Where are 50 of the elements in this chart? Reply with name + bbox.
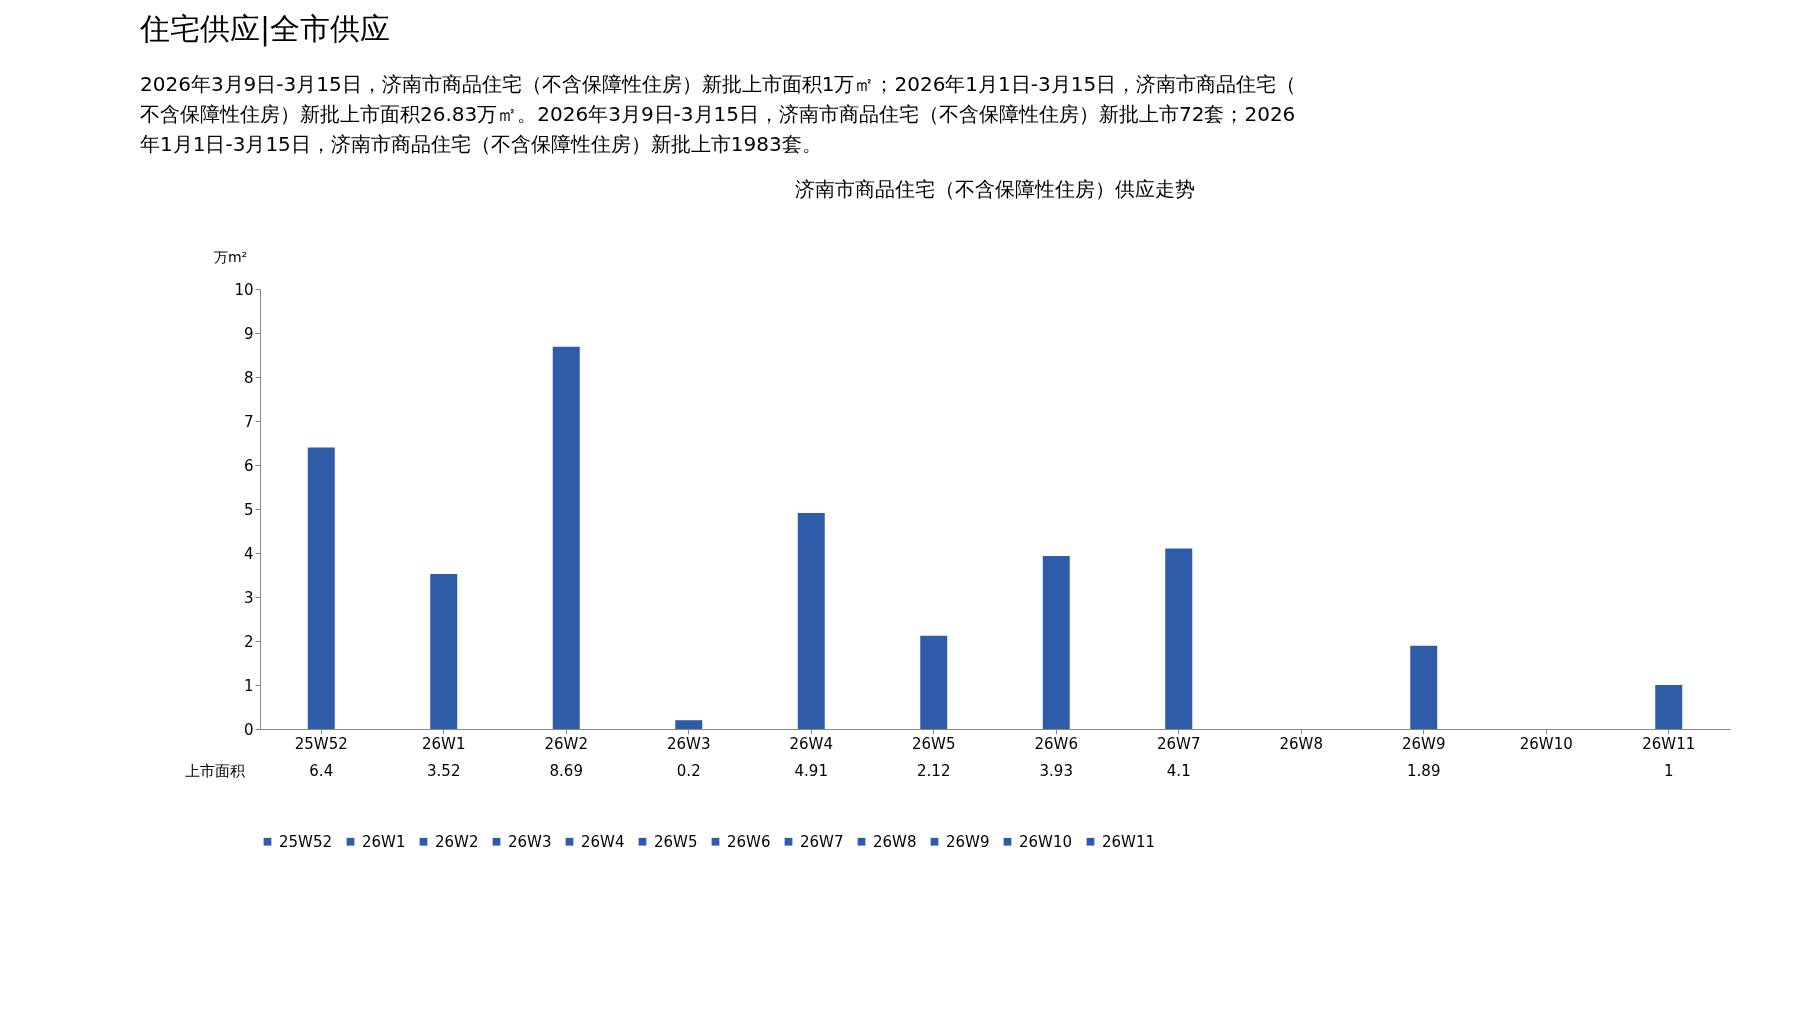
data-label: 1.89 (1407, 762, 1441, 780)
data-label: 0.2 (676, 762, 701, 780)
data-label: 4.91 (794, 762, 828, 780)
y-tick-label: 4 (243, 544, 254, 563)
data-label: 2.12 (917, 762, 951, 780)
x-tick-label: 26W1 (422, 734, 466, 753)
x-tick-label: 26W10 (1519, 734, 1573, 753)
y-tick-label: 3 (243, 588, 254, 607)
legend-label: 26W3 (508, 832, 552, 851)
x-tick-label: 26W7 (1157, 734, 1201, 753)
y-tick-label: 0 (243, 720, 254, 739)
text: 上市面积 (185, 762, 245, 780)
x-tick-label: 26W9 (1402, 734, 1446, 753)
legend-label: 26W4 (581, 832, 625, 851)
x-tick-label: 26W5 (912, 734, 956, 753)
legend-label: 26W9 (946, 832, 990, 851)
legend-label: 26W8 (873, 832, 917, 851)
data-label: 1 (1663, 762, 1674, 780)
data-label: 3.52 (427, 762, 461, 780)
y-axis-title: 万m² (213, 248, 248, 265)
y-tick-label: 10 (234, 280, 254, 299)
x-tick-label: 25W52 (294, 734, 348, 753)
y-tick-label: 6 (243, 456, 254, 475)
x-tick-label: 26W11 (1642, 734, 1696, 753)
data-label: 8.69 (549, 762, 583, 780)
data-label: 4.1 (1166, 762, 1191, 780)
y-tick-label: 7 (243, 412, 254, 431)
legend-label: 26W5 (654, 832, 698, 851)
legend-label: 26W11 (1102, 832, 1156, 851)
legend-label: 26W10 (1019, 832, 1073, 851)
y-tick-label: 2 (243, 632, 254, 651)
x-tick-label: 26W6 (1034, 734, 1078, 753)
chart-title: 济南市商品住宅（不含保障性住房）供应走势 (795, 177, 1195, 201)
legend-label: 26W7 (800, 832, 844, 851)
data-label: 3.93 (1039, 762, 1073, 780)
text: 住宅供应|全市供应 (139, 11, 391, 47)
x-tick-label: 26W2 (544, 734, 588, 753)
y-tick-label: 8 (243, 368, 254, 387)
x-tick-label: 26W3 (667, 734, 711, 753)
legend-label: 26W6 (727, 832, 771, 851)
legend-label: 26W1 (362, 832, 406, 851)
legend-label: 25W52 (279, 832, 333, 851)
y-tick-label: 1 (243, 676, 254, 695)
text: 2026年3月9日-3月15日，济南市商品住宅（不含保障性住房）新批上市面积1万㎡；2026年1月1日-3月15日，济南市商品住宅（不含保障性住房）新批上市面积26.83万㎡。2026年3月9日-3月15日，济南市商品住宅（不含保障性住房）新批上市72套；2026年1月1日-3月15日，济南市商品住宅（不含保障性住房）新批上市1983套。 (140, 72, 1297, 156)
legend-label: 26W2 (435, 832, 479, 851)
y-tick-label: 9 (243, 324, 254, 343)
y-tick-label: 5 (243, 500, 254, 519)
data-label: 6.4 (309, 762, 334, 780)
x-tick-label: 26W4 (789, 734, 833, 753)
x-tick-label: 26W8 (1279, 734, 1323, 753)
